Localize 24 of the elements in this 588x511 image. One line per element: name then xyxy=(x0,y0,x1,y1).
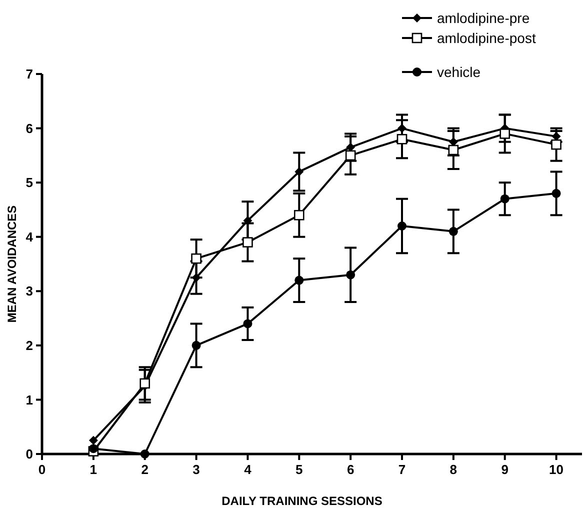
x-tick-label: 10 xyxy=(549,462,564,477)
x-axis-title: DAILY TRAINING SESSIONS xyxy=(222,494,382,508)
legend-label: amlodipine-pre xyxy=(437,10,530,26)
y-tick-label: 2 xyxy=(26,338,33,353)
legend-label: amlodipine-post xyxy=(437,30,536,46)
x-tick-label: 7 xyxy=(398,462,406,477)
y-tick-label: 6 xyxy=(26,120,33,136)
legend-label: vehicle xyxy=(437,64,481,80)
y-tick-label: 4 xyxy=(26,229,34,244)
x-tick-label: 6 xyxy=(346,462,354,477)
x-tick-label: 2 xyxy=(141,462,148,477)
x-tick-label: 3 xyxy=(192,462,200,477)
y-tick-label: 7 xyxy=(26,66,33,82)
x-tick-label: 4 xyxy=(244,462,252,477)
x-tick-label: 1 xyxy=(90,462,98,477)
x-tick-label: 0 xyxy=(38,462,46,477)
x-tick-label: 8 xyxy=(450,462,458,477)
y-axis-title: MEAN AVOIDANCES xyxy=(5,205,19,323)
y-tick-label: 1 xyxy=(26,392,33,408)
y-tick-label: 5 xyxy=(26,175,33,190)
x-tick-label: 9 xyxy=(501,462,508,477)
y-tick-label: 0 xyxy=(26,446,33,462)
x-tick-label: 5 xyxy=(296,462,303,477)
y-tick-label: 3 xyxy=(26,284,33,299)
